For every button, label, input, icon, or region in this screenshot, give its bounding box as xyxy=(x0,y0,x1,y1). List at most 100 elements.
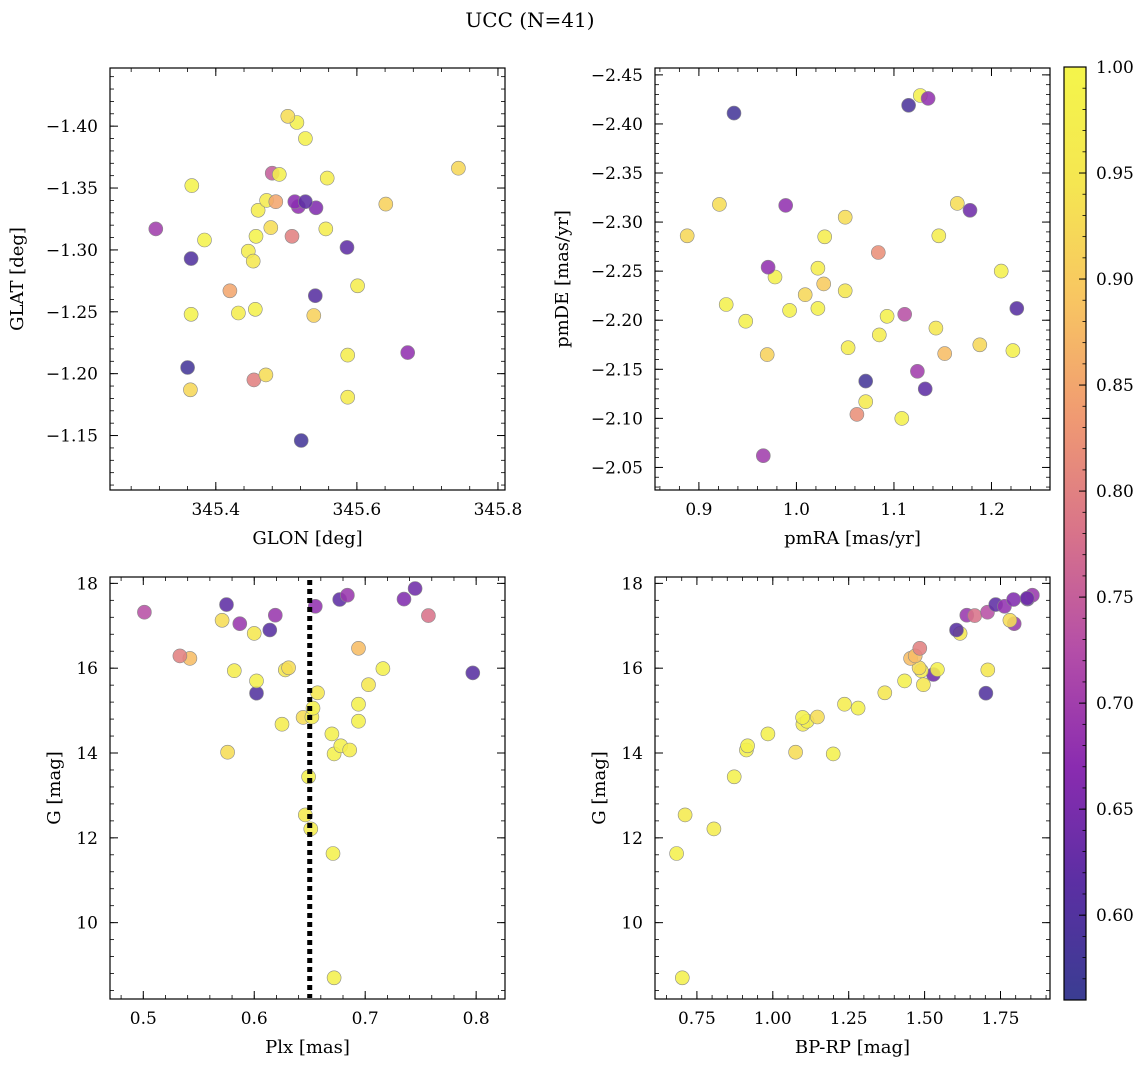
data-point xyxy=(220,744,235,760)
data-point xyxy=(738,313,754,329)
data-point xyxy=(183,382,198,398)
data-point xyxy=(246,626,262,641)
data-point xyxy=(937,346,953,361)
data-point xyxy=(816,276,832,292)
data-point xyxy=(298,131,313,146)
data-point xyxy=(810,260,826,276)
data-point xyxy=(949,622,964,638)
x-tick-label: 1.1 xyxy=(880,500,907,520)
y-tick-label: −2.30 xyxy=(591,213,643,233)
color-magnitude-panel: 0.75 1.00 1.25 1.50 1.75 10 12 14 16 18 BP-RP [mag… xyxy=(589,574,1051,1058)
y-tick-label: −2.20 xyxy=(591,311,643,331)
data-point xyxy=(351,640,366,656)
scatter-points xyxy=(679,88,1025,464)
y-tick-label: 12 xyxy=(76,829,98,849)
data-point xyxy=(245,253,261,269)
data-point xyxy=(263,220,279,235)
colorbar-tick-label: 0.75 xyxy=(1096,588,1134,608)
data-point xyxy=(837,283,853,299)
y-tick-label: −2.10 xyxy=(591,409,643,429)
axes-frame xyxy=(109,67,506,491)
data-point xyxy=(231,305,246,321)
data-point xyxy=(810,301,826,316)
data-point xyxy=(897,673,912,689)
data-point xyxy=(928,320,944,336)
data-point xyxy=(451,160,466,176)
x-tick-label: 345.6 xyxy=(333,500,382,520)
data-point xyxy=(1006,592,1021,607)
data-point xyxy=(726,769,742,785)
y-axis-label: G [mag] xyxy=(44,751,65,824)
data-point xyxy=(400,345,416,360)
data-point xyxy=(877,685,893,701)
data-point xyxy=(788,744,803,760)
scatter-points xyxy=(669,587,1040,986)
data-point xyxy=(967,608,983,623)
data-point xyxy=(340,389,356,405)
axes-frame xyxy=(109,576,506,1000)
x-axis-label: pmRA [mas/yr] xyxy=(784,528,921,549)
data-point xyxy=(274,716,290,732)
data-point xyxy=(267,607,283,623)
data-point xyxy=(258,367,274,383)
colorbar-tick-label: 1.00 xyxy=(1096,58,1134,78)
data-point xyxy=(305,700,321,716)
x-tick-label: 0.7 xyxy=(352,1009,379,1029)
data-point xyxy=(1009,301,1025,316)
y-tick-label: 14 xyxy=(621,744,643,764)
data-point xyxy=(148,221,164,237)
data-point xyxy=(980,662,996,678)
y-tick-label: 10 xyxy=(76,914,98,934)
colorbar-tick-label: 0.65 xyxy=(1096,800,1134,820)
data-point xyxy=(931,228,947,244)
colorbar-tick-label: 0.85 xyxy=(1096,376,1134,396)
colorbar-tick-label: 0.95 xyxy=(1096,164,1134,184)
data-point xyxy=(197,232,212,248)
data-point xyxy=(1019,590,1035,606)
x-tick-label: 1.00 xyxy=(754,1009,792,1029)
y-tick-label: 18 xyxy=(621,574,643,594)
data-point xyxy=(760,726,776,742)
data-point xyxy=(271,167,287,182)
data-point xyxy=(281,660,296,676)
data-point xyxy=(219,597,234,612)
data-point xyxy=(837,696,852,712)
y-tick-label: −2.15 xyxy=(591,360,643,380)
data-point xyxy=(214,612,230,628)
data-point xyxy=(248,229,264,244)
x-tick-label: 345.4 xyxy=(191,500,240,520)
data-point xyxy=(978,685,994,701)
data-point xyxy=(407,581,423,596)
x-tick-label: 0.8 xyxy=(463,1009,490,1029)
y-tick-label: −2.45 xyxy=(591,66,643,86)
data-point xyxy=(817,229,833,245)
y-tick-label: −1.25 xyxy=(46,303,98,323)
data-point xyxy=(755,448,771,464)
data-point xyxy=(280,109,296,124)
data-point xyxy=(307,288,323,304)
data-point xyxy=(759,347,775,362)
data-point xyxy=(268,194,284,209)
data-point xyxy=(669,846,684,861)
x-tick-label: 0.6 xyxy=(241,1009,268,1029)
y-tick-label: −1.30 xyxy=(46,241,98,261)
y-tick-label: −1.15 xyxy=(46,427,98,447)
data-point xyxy=(375,661,391,676)
data-point xyxy=(284,229,300,244)
y-tick-label: −1.20 xyxy=(46,365,98,385)
data-point xyxy=(837,209,853,225)
x-tick-label: 1.75 xyxy=(982,1009,1020,1029)
axes-frame xyxy=(654,576,1051,1000)
data-point xyxy=(740,738,755,754)
data-point xyxy=(870,245,886,260)
data-point xyxy=(778,198,794,213)
data-point xyxy=(706,821,722,837)
x-tick-label: 0.5 xyxy=(130,1009,157,1029)
data-point xyxy=(339,240,355,255)
data-point xyxy=(378,196,394,212)
data-point xyxy=(1005,343,1021,358)
data-point xyxy=(858,394,874,410)
parallax-magnitude-panel: 0.5 0.6 0.7 0.8 10 12 14 16 18 Plx [mas] G [mag] xyxy=(44,574,506,1058)
data-point xyxy=(797,287,813,303)
